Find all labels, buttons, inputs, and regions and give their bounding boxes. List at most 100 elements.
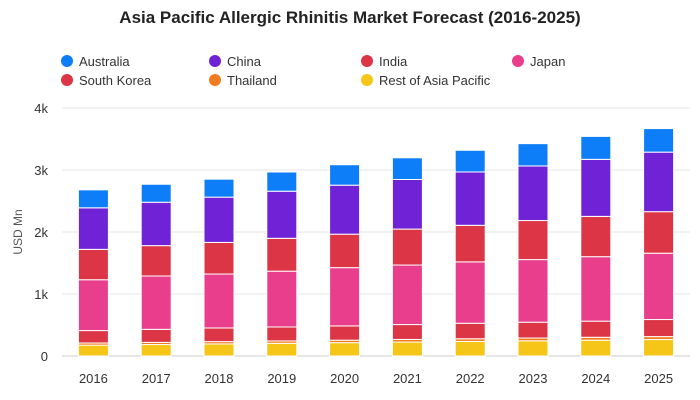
bar-segment[interactable] <box>391 178 423 230</box>
x-tick-label: 2024 <box>581 371 610 386</box>
bar-segment[interactable] <box>643 151 675 213</box>
bar-segment[interactable] <box>517 165 549 222</box>
x-tick-label: 2017 <box>142 371 171 386</box>
bar-segment[interactable] <box>77 207 109 250</box>
bar-segment[interactable] <box>266 190 298 239</box>
bar-segment[interactable] <box>329 325 361 341</box>
bar-segment[interactable] <box>266 171 298 192</box>
bar-segment[interactable] <box>580 135 612 160</box>
x-tick-label: 2023 <box>519 371 548 386</box>
bar-segment[interactable] <box>266 237 298 272</box>
bar-segment[interactable] <box>517 259 549 323</box>
bar-segment[interactable] <box>391 324 423 340</box>
bar-segment[interactable] <box>329 164 361 186</box>
bar-segment[interactable] <box>391 228 423 266</box>
x-tick-label: 2021 <box>393 371 422 386</box>
legend-label: Thailand <box>227 73 277 88</box>
bar-segment[interactable] <box>454 322 486 340</box>
legend-swatch <box>209 74 221 86</box>
bar-segment[interactable] <box>329 233 361 269</box>
bar-segment[interactable] <box>454 149 486 173</box>
bar-segment[interactable] <box>643 319 675 338</box>
bar-segment[interactable] <box>266 342 298 357</box>
bar-segment[interactable] <box>580 215 612 258</box>
y-tick-label: 3k <box>34 163 48 178</box>
bar-segment[interactable] <box>391 264 423 326</box>
bar-segment[interactable] <box>643 339 675 357</box>
legend-item[interactable]: Australia <box>61 54 130 69</box>
x-tick-label: 2019 <box>267 371 296 386</box>
bar-segment[interactable] <box>454 224 486 263</box>
legend-label: India <box>379 54 408 69</box>
y-tick-label: 2k <box>34 225 48 240</box>
bar-segment[interactable] <box>580 256 612 322</box>
bar-segment[interactable] <box>329 267 361 327</box>
bar-segment[interactable] <box>391 341 423 357</box>
bar-segment[interactable] <box>140 344 172 357</box>
x-tick-label: 2018 <box>205 371 234 386</box>
legend-swatch <box>209 55 221 67</box>
bar-segment[interactable] <box>580 339 612 357</box>
bar-segment[interactable] <box>329 342 361 357</box>
bar-segment[interactable] <box>266 326 298 342</box>
bar-segment[interactable] <box>140 245 172 277</box>
chart-title: Asia Pacific Allergic Rhinitis Market Fo… <box>119 8 581 27</box>
bar-segment[interactable] <box>580 158 612 217</box>
bar-segment[interactable] <box>266 270 298 328</box>
bar-segment[interactable] <box>203 273 235 329</box>
y-tick-label: 4k <box>34 101 48 116</box>
legend-label: Japan <box>530 54 565 69</box>
legend-item[interactable]: China <box>209 54 262 69</box>
bar-segment[interactable] <box>203 178 235 198</box>
legend-label: Rest of Asia Pacific <box>379 73 491 88</box>
bar-segment[interactable] <box>140 183 172 203</box>
bar-segment[interactable] <box>454 171 486 226</box>
legend-swatch <box>61 55 73 67</box>
bar-segment[interactable] <box>77 248 109 281</box>
bar-segment[interactable] <box>77 279 109 332</box>
legend-swatch <box>512 55 524 67</box>
legend-label: China <box>227 54 262 69</box>
legend-item[interactable]: Japan <box>512 54 565 69</box>
bar-segment[interactable] <box>140 201 172 247</box>
legend-item[interactable]: India <box>361 54 408 69</box>
bar-segment[interactable] <box>517 340 549 357</box>
y-tick-label: 1k <box>34 287 48 302</box>
bar-segment[interactable] <box>203 196 235 243</box>
x-tick-label: 2020 <box>330 371 359 386</box>
legend-label: Australia <box>79 54 130 69</box>
x-tick-label: 2022 <box>456 371 485 386</box>
bar-segment[interactable] <box>517 143 549 167</box>
y-axis-title: USD Mn <box>11 209 25 254</box>
legend-item[interactable]: Rest of Asia Pacific <box>361 73 491 88</box>
bar-segment[interactable] <box>77 344 109 357</box>
bar-segment[interactable] <box>77 330 109 344</box>
bar-segment[interactable] <box>643 211 675 254</box>
x-tick-label: 2016 <box>79 371 108 386</box>
y-tick-label: 0 <box>41 349 48 364</box>
bar-segment[interactable] <box>517 220 549 261</box>
legend-item[interactable]: Thailand <box>209 73 277 88</box>
legend-swatch <box>361 74 373 86</box>
bar-segment[interactable] <box>517 321 549 339</box>
legend-swatch <box>361 55 373 67</box>
bar-segment[interactable] <box>203 327 235 343</box>
bar-segment[interactable] <box>329 184 361 235</box>
bar-segment[interactable] <box>77 189 109 209</box>
x-tick-label: 2025 <box>644 371 673 386</box>
legend-swatch <box>61 74 73 86</box>
bar-segment[interactable] <box>643 252 675 321</box>
bar-segment[interactable] <box>203 343 235 357</box>
bar-segment[interactable] <box>140 275 172 330</box>
legend-item[interactable]: South Korea <box>61 73 152 88</box>
bar-segment[interactable] <box>580 320 612 338</box>
bar-segment[interactable] <box>454 340 486 357</box>
bar-segment[interactable] <box>454 261 486 324</box>
legend-label: South Korea <box>79 73 152 88</box>
bar-segment[interactable] <box>643 128 675 153</box>
bar-segment[interactable] <box>391 157 423 180</box>
bar-segment[interactable] <box>203 241 235 275</box>
bar-segment[interactable] <box>140 328 172 343</box>
